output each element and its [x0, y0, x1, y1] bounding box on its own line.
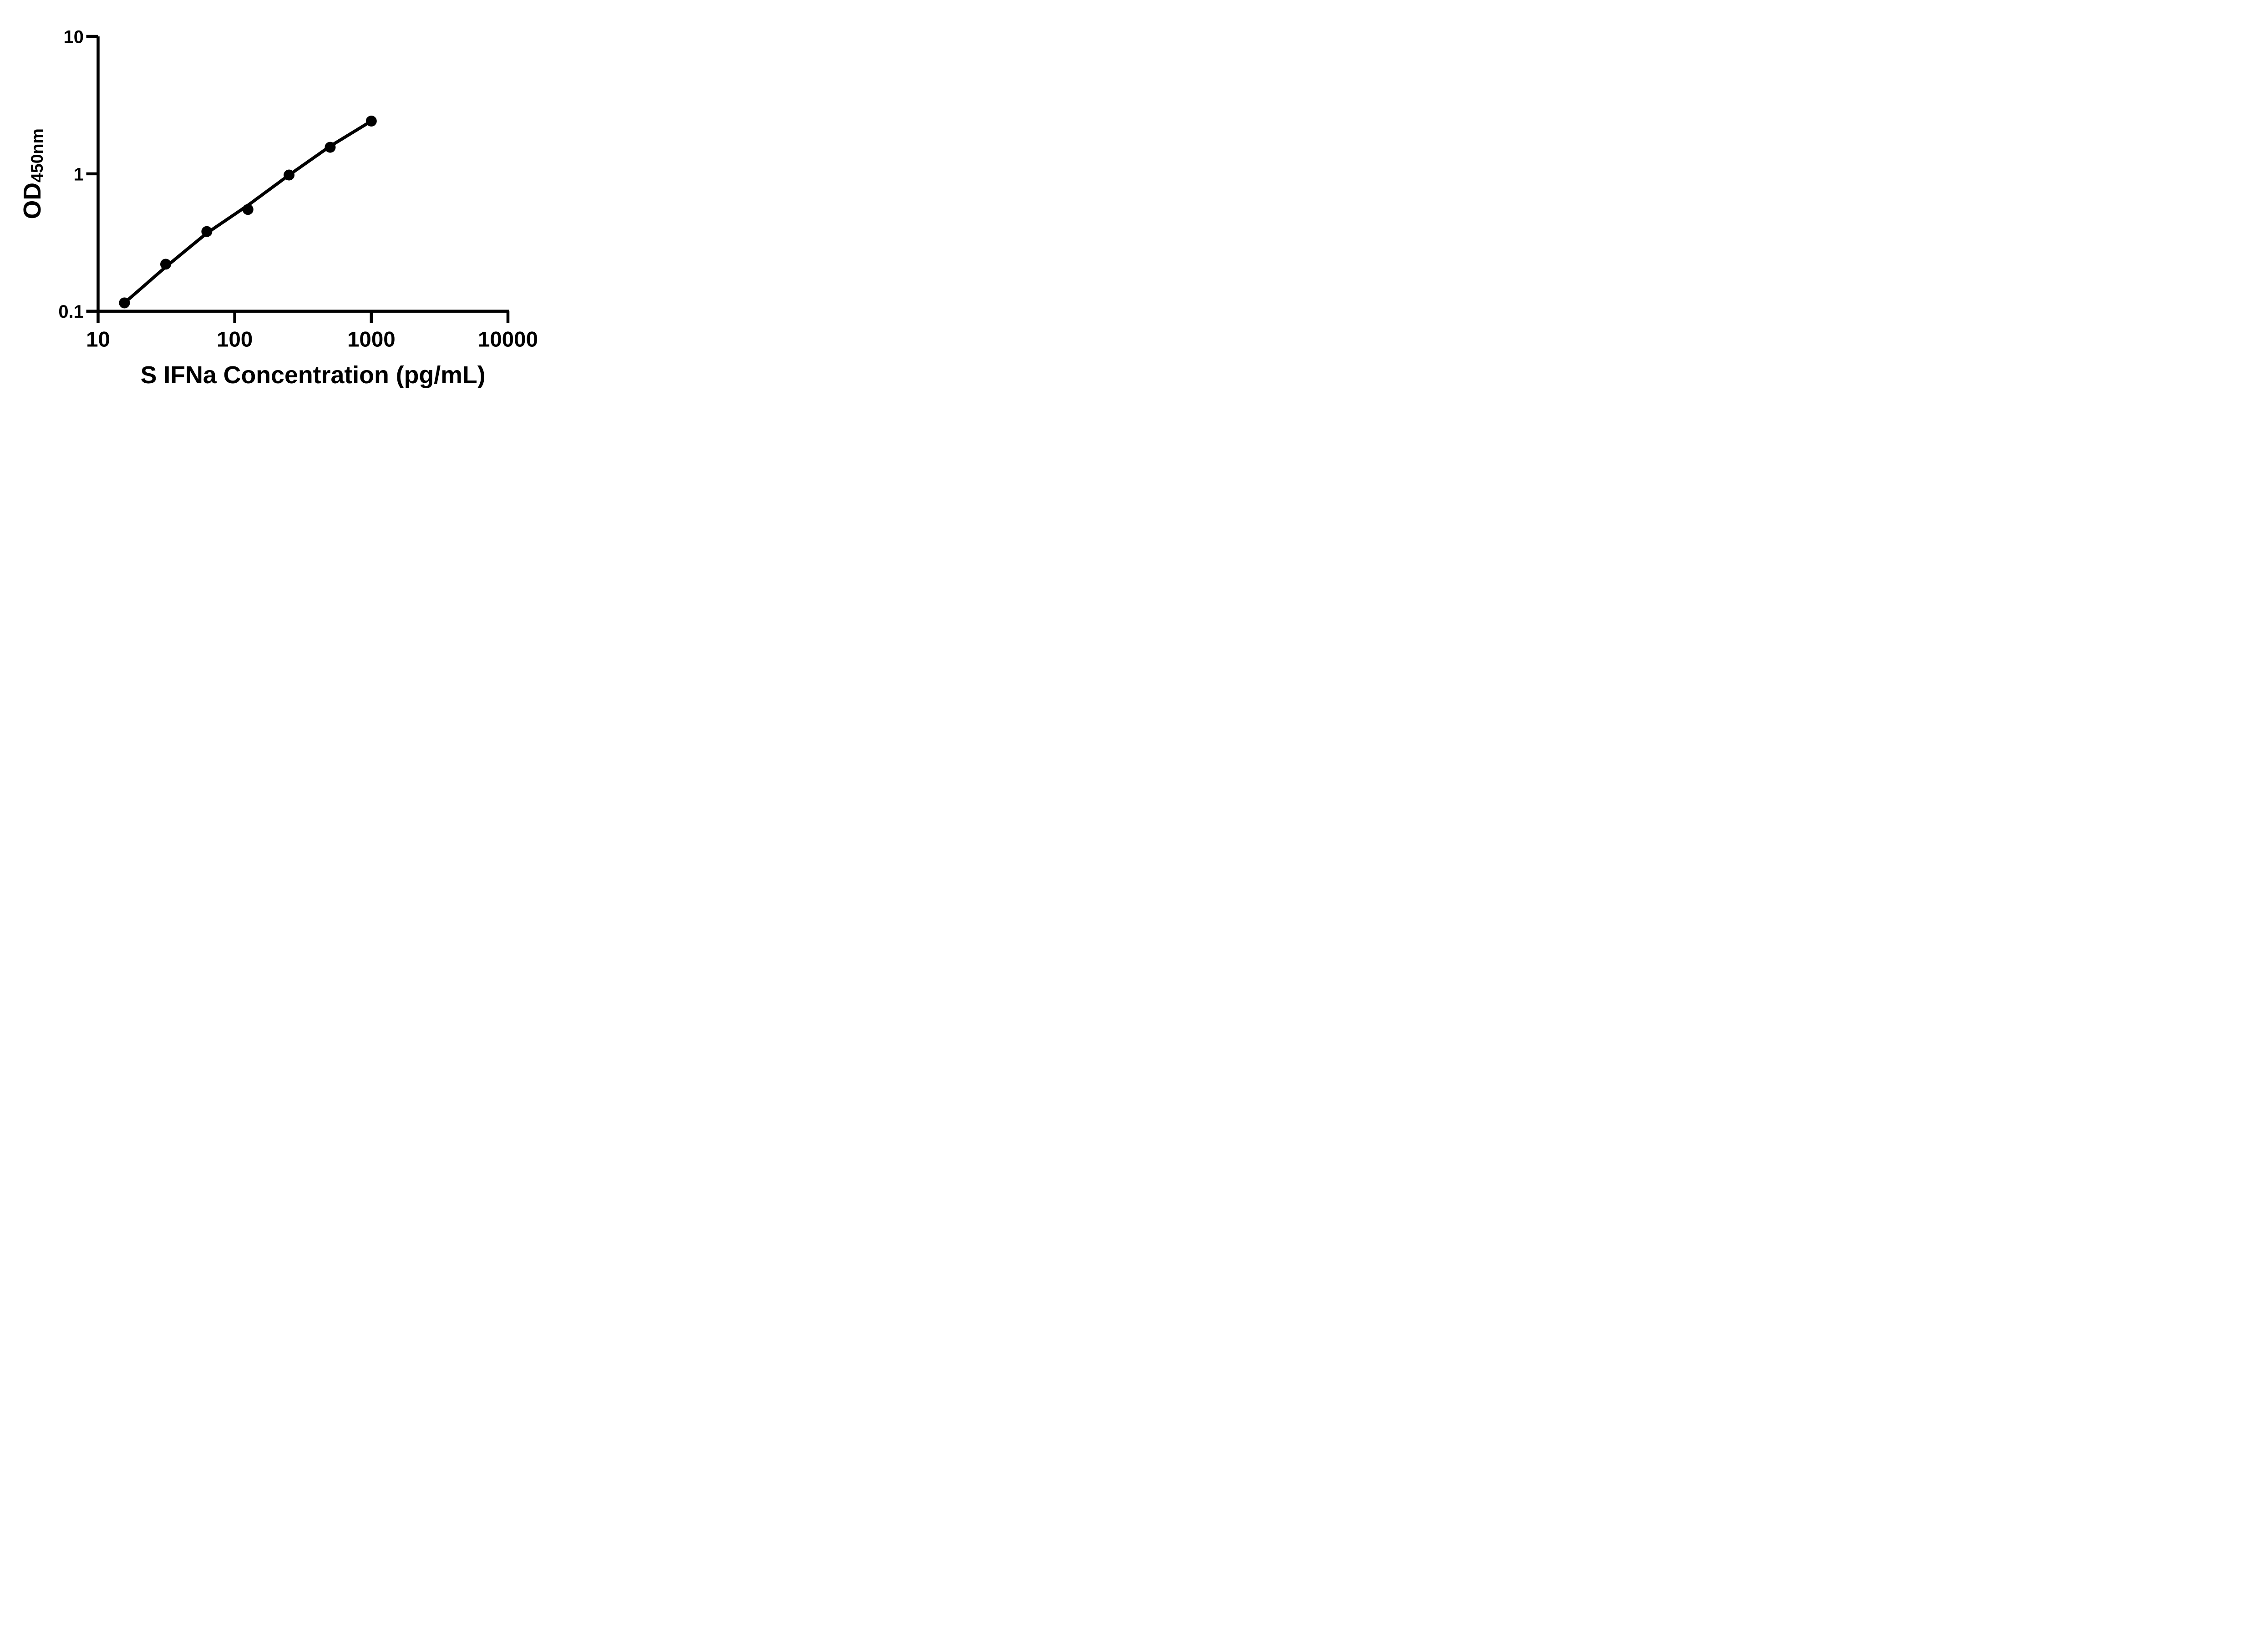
y-tick-label: 0.1 [58, 302, 84, 322]
y-axis-title: OD450nm [19, 128, 46, 219]
x-axis: 10 100 1000 10000 [86, 310, 538, 351]
data-point [160, 259, 172, 270]
data-point [201, 226, 213, 237]
x-tick-label: 10 [86, 327, 110, 351]
data-point [325, 142, 336, 153]
y-tick-label: 1 [74, 164, 84, 184]
y-tick-label: 10 [64, 27, 84, 47]
data-point [284, 169, 295, 181]
x-tick-label: 10000 [478, 327, 538, 351]
data-point [242, 204, 254, 215]
data-points [119, 116, 377, 309]
data-point [365, 116, 377, 127]
y-axis: 10 1 0.1 [58, 27, 100, 322]
data-point [119, 297, 130, 309]
x-axis-title: S IFNa Concentration (pg/mL) [141, 361, 486, 389]
y-axis-title-subscript: 450nm [27, 128, 46, 183]
y-axis-title-main: OD [19, 183, 46, 219]
x-tick-label: 100 [217, 327, 253, 351]
elisa-standard-curve-figure: 10 1 0.1 10 100 1000 10000 S IFNa Concentration… [0, 0, 2268, 410]
x-tick-label: 1000 [347, 327, 396, 351]
